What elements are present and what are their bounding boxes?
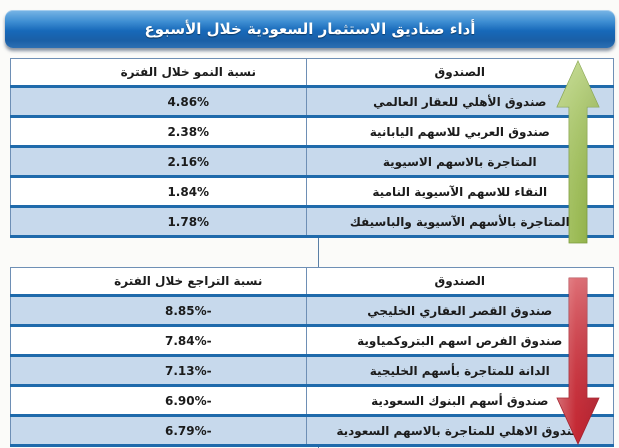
up-arrow-icon	[556, 60, 600, 244]
growth-value: 4.86%	[10, 86, 307, 118]
gainers-table: الصندوق نسبة النمو خلال الفترة صندوق الأ…	[10, 58, 615, 238]
growth-value: 1.84%	[10, 176, 307, 208]
page-title: أداء صناديق الاستثمار السعودية خلال الأس…	[144, 20, 476, 38]
growth-value: 2.16%	[10, 146, 307, 178]
decline-value: -6.79%	[10, 415, 307, 447]
fund-name: صندوق الاهلي للمتاجرة بالاسهم السعودية	[305, 415, 615, 447]
table-row: صندوق أسهم البنوك السعودية -6.90%	[10, 385, 615, 417]
losers-header-row: الصندوق نسبة التراجع خلال الفترة	[10, 267, 615, 297]
table-row: الدانة للمتاجرة بأسهم الخليجية -7.13%	[10, 355, 615, 387]
gainers-header-row: الصندوق نسبة النمو خلال الفترة	[10, 58, 615, 88]
fund-name: صندوق القصر العقاري الخليجي	[305, 295, 615, 327]
table-row: صندوق القصر العقاري الخليجي -8.85%	[10, 295, 615, 327]
fund-name: صندوق الأهلي للعقار العالمي	[305, 86, 615, 118]
growth-value: 1.78%	[10, 206, 307, 238]
table-row: المتاجرة بالأسهم الآسيوية والباسيفك 1.78…	[10, 206, 615, 238]
fund-name: صندوق العربي للاسهم اليابانية	[305, 116, 615, 148]
title-bar: أداء صناديق الاستثمار السعودية خلال الأس…	[5, 10, 615, 48]
fund-column-header: الصندوق	[305, 267, 615, 297]
fund-name: صندوق أسهم البنوك السعودية	[305, 385, 615, 417]
decline-column-header: نسبة التراجع خلال الفترة	[10, 267, 307, 297]
decline-value: -6.90%	[10, 385, 307, 417]
fund-name: النقاء للاسهم الآسيوية النامية	[305, 176, 615, 208]
fund-name: الدانة للمتاجرة بأسهم الخليجية	[305, 355, 615, 387]
fund-column-header: الصندوق	[305, 58, 615, 88]
down-arrow-icon	[556, 277, 600, 445]
table-row: المتاجرة بالاسهم الاسيوية 2.16%	[10, 146, 615, 178]
losers-table: الصندوق نسبة التراجع خلال الفترة صندوق ا…	[10, 267, 615, 447]
table-row: صندوق الأهلي للعقار العالمي 4.86%	[10, 86, 615, 118]
decline-value: -7.13%	[10, 355, 307, 387]
fund-name: صندوق الفرص اسهم البتروكمياوية	[305, 325, 615, 357]
growth-value: 2.38%	[10, 116, 307, 148]
table-row: صندوق الاهلي للمتاجرة بالاسهم السعودية -…	[10, 415, 615, 447]
fund-name: المتاجرة بالأسهم الآسيوية والباسيفك	[305, 206, 615, 238]
table-row: صندوق العربي للاسهم اليابانية 2.38%	[10, 116, 615, 148]
table-row: صندوق الفرص اسهم البتروكمياوية -7.84%	[10, 325, 615, 357]
growth-column-header: نسبة النمو خلال الفترة	[10, 58, 307, 88]
column-divider	[318, 58, 319, 448]
decline-value: -8.85%	[10, 295, 307, 327]
decline-value: -7.84%	[10, 325, 307, 357]
table-row: النقاء للاسهم الآسيوية النامية 1.84%	[10, 176, 615, 208]
fund-name: المتاجرة بالاسهم الاسيوية	[305, 146, 615, 178]
